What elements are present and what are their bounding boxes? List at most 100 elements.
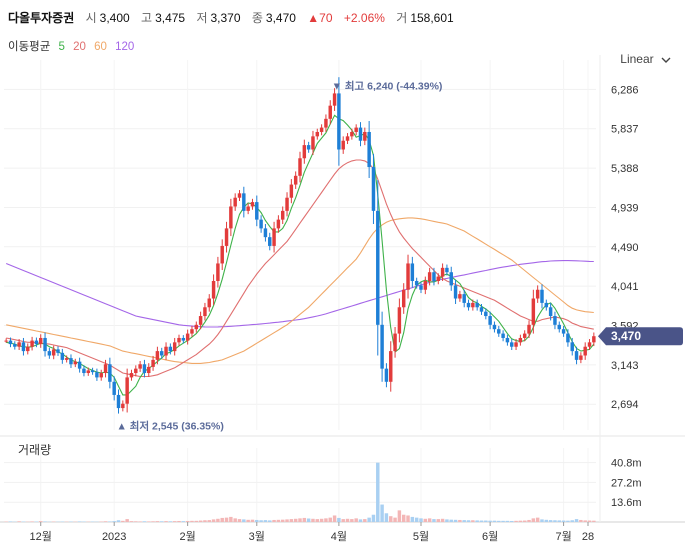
scale-label: Linear <box>620 52 654 66</box>
volume-bar <box>453 519 458 522</box>
volume-bar <box>358 519 363 522</box>
candle-body <box>43 337 47 352</box>
volume-bar <box>272 519 276 522</box>
price-tick-label: 4,490 <box>611 242 639 254</box>
volume-bar <box>354 518 358 522</box>
price-tick-label: 6,286 <box>611 84 639 96</box>
candle-body <box>367 131 371 168</box>
volume-bar <box>77 521 82 522</box>
volume-bar <box>289 519 294 522</box>
volume-bar <box>39 521 43 522</box>
volume-bar <box>190 520 194 522</box>
volume-bar <box>492 520 497 522</box>
volume-bar <box>17 521 21 522</box>
candle-body <box>172 342 177 352</box>
volume-bar <box>341 519 345 522</box>
volume-bar <box>220 517 224 522</box>
volume-bar <box>306 518 311 522</box>
volume-bar <box>345 518 350 522</box>
candle-body <box>90 370 95 373</box>
candle-body <box>181 337 186 341</box>
candle-body <box>432 272 436 281</box>
volume-bar <box>112 521 116 522</box>
volume-bar <box>108 521 112 522</box>
candle-body <box>138 364 142 369</box>
candle-body <box>285 197 289 211</box>
candle-body <box>229 206 233 229</box>
scale-dropdown[interactable]: Linear <box>620 52 671 66</box>
candle-body <box>77 361 82 369</box>
last-price-tag: 3,470 <box>598 327 683 346</box>
volume-bar <box>414 517 419 522</box>
candle-body <box>233 197 237 207</box>
ma120-line <box>5 260 594 328</box>
ma20-label: 20 <box>73 41 86 53</box>
candle-body <box>449 272 453 286</box>
volume-bar <box>475 520 479 522</box>
volume-bar <box>324 518 328 522</box>
candle-body <box>315 131 320 137</box>
volume-bar <box>319 518 324 522</box>
candle-body <box>129 373 134 378</box>
candle-body <box>587 342 592 347</box>
volume-bar <box>134 521 138 522</box>
volume-bar <box>151 521 155 522</box>
volume-bar <box>557 520 561 522</box>
candle-body <box>570 342 574 352</box>
candle-body <box>112 381 116 395</box>
candle-body <box>17 342 21 347</box>
candle-body <box>492 324 497 330</box>
time-tick-label: 3월 <box>249 530 265 543</box>
candle-body <box>60 352 65 360</box>
volume-bar <box>121 520 125 522</box>
last-price-label: 3,470 <box>611 329 641 343</box>
volume-bar <box>203 520 207 522</box>
candlesticks <box>4 77 596 414</box>
candle-body <box>47 351 52 356</box>
time-axis: 12월 2023 2월 3월 4월 5월 6월 7월 28 <box>30 522 594 543</box>
volume-bar <box>350 519 354 522</box>
candle-body <box>242 193 246 211</box>
volume-bar <box>276 519 281 522</box>
volume-bar <box>544 519 549 522</box>
candle-body <box>82 368 86 374</box>
volume-bar <box>263 520 268 522</box>
candle-body <box>345 136 350 141</box>
volume-bar <box>8 521 13 522</box>
candle-body <box>259 219 263 229</box>
volume-bar <box>570 520 574 522</box>
ma120-label: 120 <box>115 41 135 53</box>
volume-axis: 13.6m 27.2m 40.8m <box>611 458 642 510</box>
volume-bar <box>522 520 527 522</box>
volume-bar <box>285 519 289 522</box>
stock-name: 다올투자증권 <box>8 11 75 25</box>
candle-body <box>207 298 211 308</box>
candle-body <box>302 145 307 159</box>
volume-bar <box>211 519 216 522</box>
price-axis: 2,6943,1433,5924,0414,4904,9395,3885,837… <box>611 84 639 411</box>
candle-body <box>557 324 561 330</box>
volume-bar <box>505 520 510 522</box>
volume-bar <box>540 519 544 522</box>
volume-bar <box>181 521 186 522</box>
candle-body <box>51 349 56 356</box>
candle-body <box>522 333 527 338</box>
volume-bar <box>384 513 389 522</box>
candle-body <box>445 267 449 273</box>
volume-bar <box>484 520 488 522</box>
volume-bar <box>172 521 177 522</box>
volume-bar <box>177 520 181 522</box>
candle-body <box>164 346 168 356</box>
candle-body <box>371 167 376 211</box>
candle-body <box>220 245 224 264</box>
volume-bar <box>427 518 432 522</box>
candle-body <box>26 346 30 352</box>
ma20-line <box>6 159 594 378</box>
volume-bar <box>518 520 523 522</box>
chevron-down-icon <box>661 57 671 63</box>
volume-bar <box>471 520 475 522</box>
volume-bar <box>311 518 315 522</box>
candle-body <box>56 349 60 353</box>
moving-average-legend[interactable]: 이동평균 5 20 60 120 <box>8 38 139 54</box>
